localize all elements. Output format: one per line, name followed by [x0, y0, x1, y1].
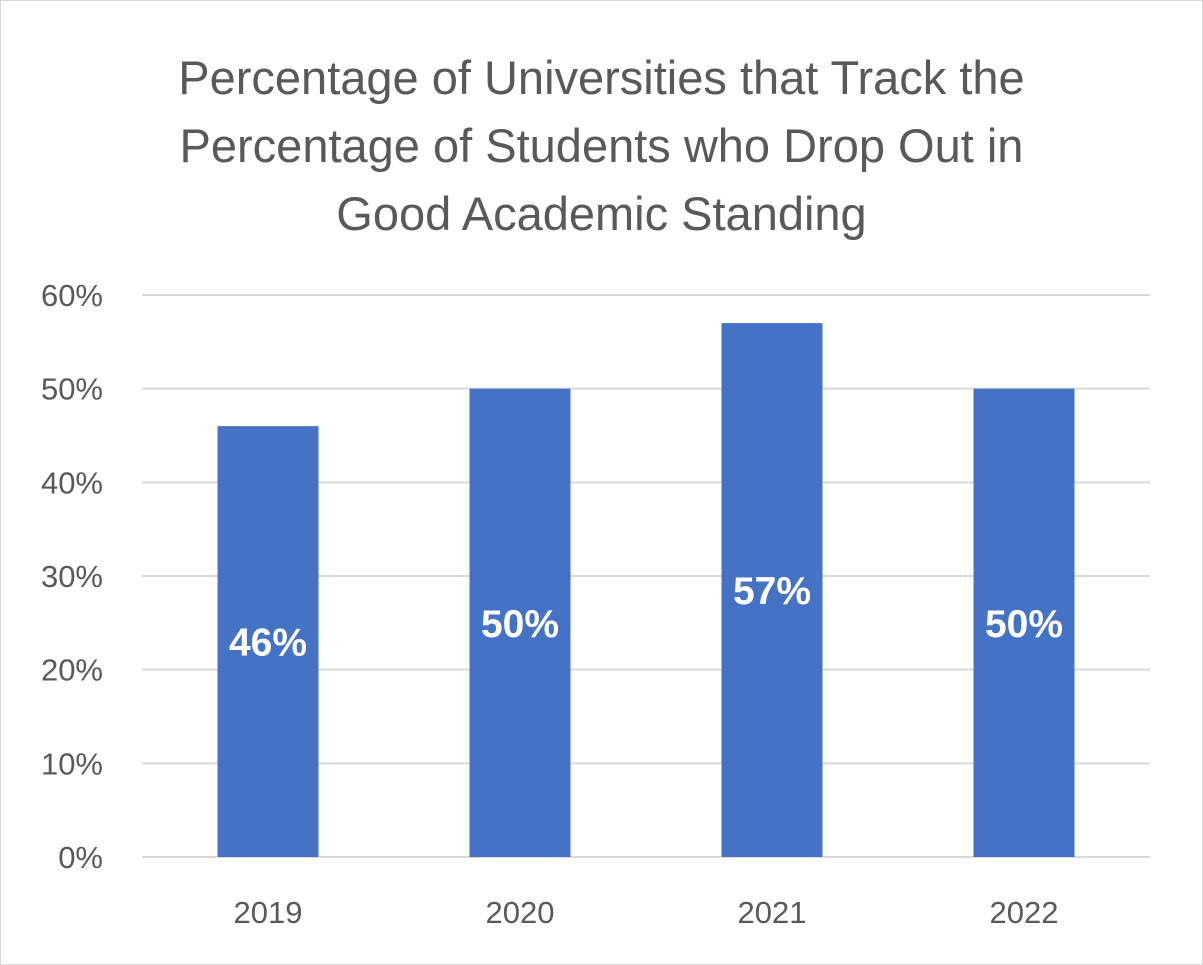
bar [217, 426, 319, 857]
bar [469, 388, 571, 857]
y-tick-label: 40% [41, 465, 103, 500]
chart-title: Percentage of Universities that Track th… [0, 44, 1203, 248]
bar [721, 323, 823, 858]
chart-title-line-1: Percentage of Universities that Track th… [178, 51, 1025, 104]
y-tick-label: 30% [41, 559, 103, 594]
x-tick-label: 2022 [990, 895, 1059, 930]
data-label: 50% [985, 603, 1063, 646]
chart-title-line-2: Percentage of Students who Drop Out in [179, 119, 1024, 172]
y-tick-label: 0% [58, 840, 103, 875]
y-tick-label: 50% [41, 372, 103, 407]
x-tick-label: 2021 [738, 895, 807, 930]
chart-title-line-3: Good Academic Standing [336, 187, 867, 240]
data-label: 46% [229, 622, 307, 665]
bars [217, 323, 1075, 858]
x-tick-label: 2020 [486, 895, 555, 930]
y-tick-label: 10% [41, 746, 103, 781]
x-axis-tick-labels: 2019 2020 2021 2022 [234, 895, 1059, 930]
y-axis-tick-labels: 0% 10% 20% 30% 40% 50% 60% [41, 278, 103, 875]
bar [973, 388, 1075, 857]
x-tick-label: 2019 [234, 895, 303, 930]
data-labels: 46% 50% 57% 50% [229, 570, 1063, 665]
data-label: 57% [733, 570, 811, 613]
y-tick-label: 60% [41, 278, 103, 313]
y-tick-label: 20% [41, 653, 103, 688]
data-label: 50% [481, 603, 559, 646]
